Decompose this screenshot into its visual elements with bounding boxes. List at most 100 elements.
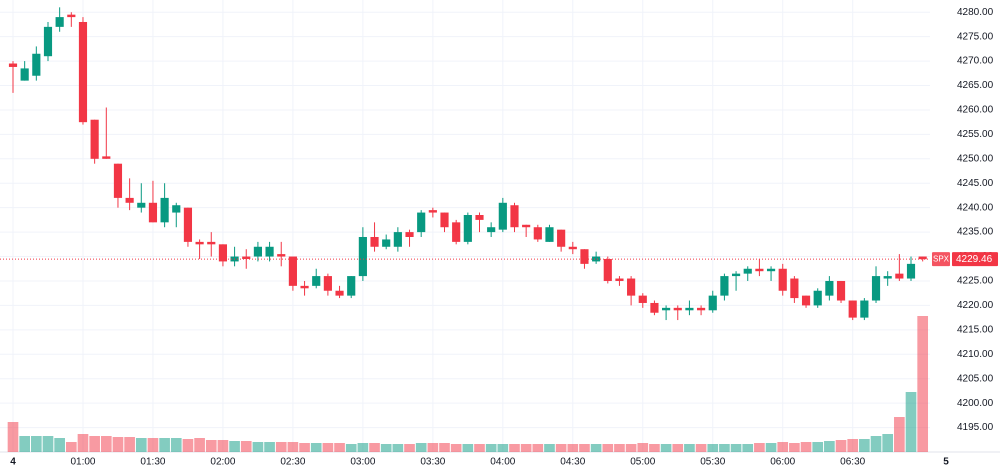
symbol-tag — [932, 252, 950, 267]
price-tag — [952, 252, 998, 267]
volume-bar — [695, 444, 707, 452]
volume-bar — [299, 443, 310, 452]
candle-body — [813, 290, 822, 306]
volume-bar — [765, 443, 777, 452]
volume-bar — [917, 316, 929, 452]
volume-bar — [719, 444, 730, 452]
candle-body — [510, 205, 519, 228]
candle-body — [755, 268, 764, 272]
candle-body — [43, 26, 53, 57]
candle-body — [265, 246, 274, 257]
candle-body — [708, 295, 717, 311]
volume-bar — [474, 444, 485, 452]
volume-bar — [345, 444, 357, 452]
volume-bar — [754, 443, 765, 452]
candle-body — [113, 163, 123, 198]
candle-body — [382, 239, 391, 247]
volume-bar — [54, 438, 65, 452]
x-tick-label: 01:00 — [70, 457, 95, 468]
volume-bar — [485, 444, 497, 452]
volume-bar — [532, 444, 544, 452]
volume-bar — [509, 444, 520, 452]
candle-body — [662, 307, 671, 311]
candle-body — [487, 227, 496, 233]
candle-body — [90, 119, 99, 159]
volume-bar — [194, 438, 205, 452]
volume-bar — [497, 444, 509, 452]
candle-body — [848, 300, 857, 318]
volume-bar — [649, 444, 660, 452]
x-tick-label: 4 — [10, 457, 16, 468]
candle-body — [137, 202, 146, 208]
candle-body — [697, 307, 706, 311]
candle-body — [615, 278, 624, 281]
candle-body — [801, 295, 811, 306]
candle-body — [207, 241, 216, 245]
candle-body — [650, 302, 659, 313]
candle-body — [568, 246, 577, 250]
volume-bar — [42, 436, 54, 452]
candle-body — [102, 156, 111, 159]
volume-bar — [170, 438, 182, 452]
volume-bar — [65, 442, 77, 452]
candle-body — [148, 202, 158, 223]
symbol-label: SPX — [933, 254, 950, 263]
candle-body — [417, 212, 426, 233]
volume-bar — [89, 436, 100, 452]
candle-body — [335, 290, 344, 296]
volume-bar — [7, 422, 19, 452]
y-tick-label: 4205.00 — [957, 373, 994, 384]
volume-bar — [835, 440, 847, 452]
volume-bar — [310, 443, 322, 452]
y-tick-label: 4220.00 — [957, 300, 994, 311]
volume-bar — [707, 444, 719, 452]
y-tick-label: 4260.00 — [957, 105, 994, 116]
y-tick-label: 4195.00 — [957, 422, 994, 433]
volume-bar — [380, 444, 392, 452]
volume-bar — [334, 443, 345, 452]
volume-bar — [369, 443, 380, 452]
candle-body — [906, 263, 916, 279]
volume-bar — [77, 434, 89, 452]
candle-body — [347, 276, 356, 296]
volume-bar — [240, 441, 252, 452]
x-tick-label: 02:00 — [210, 457, 235, 468]
volume-bar — [602, 444, 614, 452]
candle-body — [452, 222, 461, 242]
y-tick-label: 4255.00 — [957, 129, 994, 140]
volume-bar — [100, 436, 112, 452]
volume-bar — [205, 440, 217, 452]
candle-body — [358, 236, 367, 277]
volume-bar — [894, 417, 905, 452]
y-tick-label: 4235.00 — [957, 227, 994, 238]
volume-bar — [415, 443, 427, 452]
price-label: 4229.46 — [956, 254, 993, 265]
candle-body — [312, 276, 321, 286]
candle-body — [918, 256, 927, 260]
candle-body — [428, 210, 437, 213]
volume-bar — [870, 436, 882, 452]
x-tick-label: 03:30 — [420, 457, 445, 468]
volume-bar — [19, 436, 30, 452]
x-tick-label: 02:30 — [280, 457, 305, 468]
candle-body — [172, 205, 181, 213]
candle-body — [895, 273, 904, 279]
volume-bar — [555, 444, 567, 452]
candle-body — [300, 285, 309, 289]
candle-body — [685, 307, 694, 311]
volume-bar — [672, 444, 684, 452]
candle-body — [557, 229, 566, 247]
candle-body — [242, 256, 251, 259]
y-tick-label: 4225.00 — [957, 276, 994, 287]
volume-bar — [252, 442, 264, 452]
candle-body — [125, 197, 134, 203]
volume-bar — [812, 442, 824, 452]
candle-body — [498, 202, 507, 230]
candle-body — [731, 273, 741, 277]
y-tick-label: 4275.00 — [957, 31, 994, 42]
volume-bar — [287, 442, 299, 452]
volume-bar — [135, 438, 147, 452]
candle-body — [20, 68, 29, 81]
volume-bar — [544, 444, 555, 452]
